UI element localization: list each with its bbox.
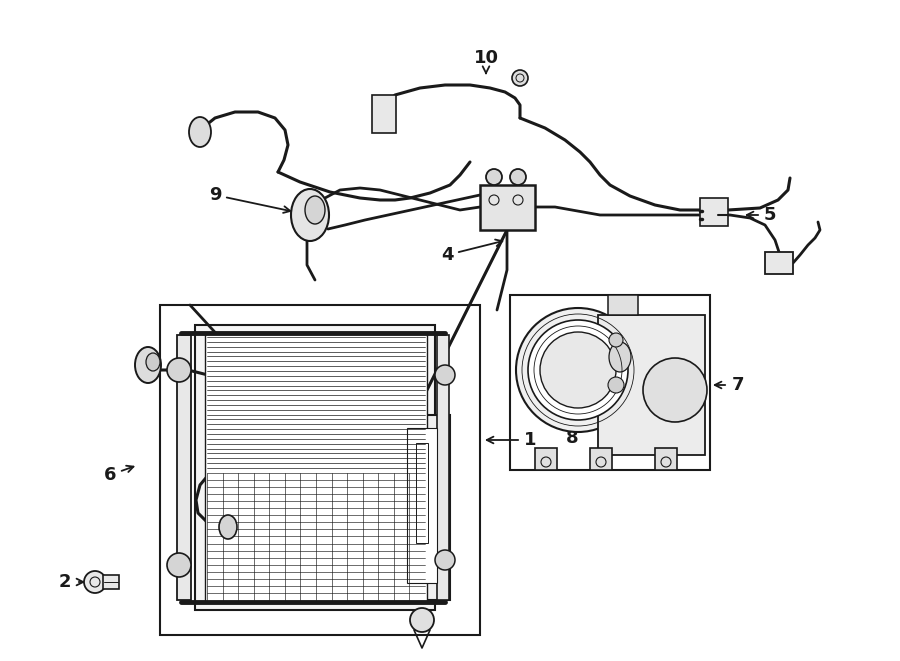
Bar: [372, 95, 396, 133]
Text: 4: 4: [441, 239, 502, 264]
Circle shape: [512, 70, 528, 86]
Bar: [103, 575, 119, 589]
Ellipse shape: [219, 515, 237, 539]
Circle shape: [608, 377, 624, 393]
Circle shape: [643, 358, 707, 422]
Bar: [510, 295, 710, 470]
Circle shape: [486, 169, 502, 185]
Ellipse shape: [305, 196, 325, 224]
Bar: [702, 206, 718, 224]
Bar: [700, 198, 728, 226]
Ellipse shape: [146, 353, 160, 371]
Bar: [655, 448, 677, 470]
Ellipse shape: [291, 189, 329, 241]
Bar: [160, 305, 480, 635]
Bar: [177, 335, 191, 600]
Circle shape: [410, 608, 434, 632]
Circle shape: [167, 553, 191, 577]
Bar: [590, 448, 612, 470]
Ellipse shape: [135, 347, 161, 383]
Text: 7: 7: [732, 376, 744, 394]
Text: 1: 1: [487, 431, 536, 449]
Circle shape: [435, 365, 455, 385]
Bar: [395, 415, 450, 600]
Text: 8: 8: [566, 423, 579, 447]
Bar: [407, 428, 437, 583]
Text: 5: 5: [747, 206, 776, 224]
Bar: [608, 295, 638, 315]
Bar: [437, 335, 449, 600]
Bar: [416, 443, 428, 543]
Text: 2: 2: [58, 573, 71, 591]
Text: 6: 6: [104, 466, 133, 484]
Circle shape: [528, 320, 628, 420]
Bar: [195, 325, 435, 610]
Bar: [535, 448, 557, 470]
Bar: [480, 185, 535, 230]
Bar: [765, 252, 793, 274]
Circle shape: [516, 308, 640, 432]
Text: 3: 3: [410, 436, 422, 459]
Ellipse shape: [189, 117, 211, 147]
Text: 9: 9: [209, 186, 291, 213]
Circle shape: [510, 169, 526, 185]
Bar: [598, 315, 705, 455]
Circle shape: [167, 358, 191, 382]
Bar: [205, 333, 427, 602]
Text: 10: 10: [473, 49, 499, 73]
Circle shape: [540, 332, 616, 408]
Ellipse shape: [609, 342, 631, 372]
Circle shape: [84, 571, 106, 593]
Circle shape: [609, 333, 623, 347]
Circle shape: [435, 550, 455, 570]
